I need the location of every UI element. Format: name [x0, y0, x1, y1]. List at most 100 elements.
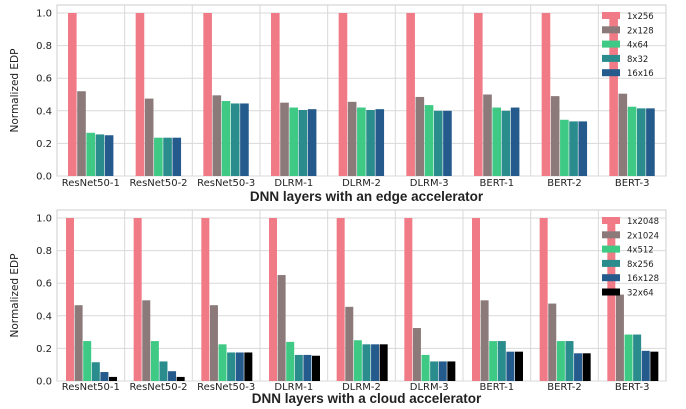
bar-resnet50-1-16x128 — [100, 372, 109, 381]
bar-resnet50-1-16x16 — [104, 135, 114, 176]
bar-bert-1-1x256 — [474, 13, 483, 176]
legend-label: 2x128 — [627, 26, 654, 36]
y-axis-label: Normalized EDP — [9, 49, 21, 133]
bar-bert-3-2x1024 — [615, 294, 624, 381]
bar-resnet50-3-1x256 — [203, 13, 212, 176]
x-tick-label: ResNet50-2 — [129, 382, 187, 393]
bar-bert-1-16x128 — [506, 351, 515, 381]
bar-dlrm-3-8x256 — [430, 361, 439, 381]
bar-dlrm-3-16x16 — [443, 110, 452, 176]
bar-dlrm-3-32x64 — [447, 361, 456, 381]
legend-swatch — [602, 259, 620, 267]
x-tick-label: ResNet50-3 — [197, 382, 255, 393]
bar-resnet50-2-1x2048 — [133, 218, 142, 381]
bar-bert-3-8x256 — [633, 334, 642, 381]
bar-dlrm-2-32x64 — [379, 344, 388, 381]
bar-resnet50-3-1x2048 — [201, 218, 210, 381]
bar-dlrm-3-2x128 — [415, 96, 425, 176]
bar-resnet50-1-2x1024 — [74, 305, 83, 381]
y-tick-label: 0.0 — [36, 172, 52, 183]
bar-resnet50-3-4x64 — [221, 101, 231, 176]
bar-bert-3-1x2048 — [607, 218, 616, 381]
x-tick-label: ResNet50-1 — [62, 178, 120, 189]
legend-label: 4x512 — [627, 246, 654, 256]
bar-resnet50-1-4x512 — [83, 341, 92, 381]
legend-swatch — [602, 26, 620, 34]
x-tick-label: DLRM-2 — [342, 382, 381, 393]
bar-bert-1-8x256 — [497, 341, 506, 381]
bar-dlrm-1-16x16 — [307, 109, 317, 176]
bar-bert-2-2x1024 — [548, 303, 557, 381]
bar-resnet50-3-8x32 — [230, 103, 240, 176]
bar-resnet50-2-4x512 — [150, 341, 159, 381]
legend: 1x2048 2x1024 4x512 8x256 16x128 32x64 — [602, 217, 659, 299]
bar-dlrm-2-8x256 — [362, 344, 371, 381]
bar-dlrm-1-2x1024 — [277, 275, 286, 381]
x-tick-label: ResNet50-3 — [197, 178, 255, 189]
bar-bert-1-8x32 — [501, 110, 511, 176]
bar-resnet50-2-1x256 — [135, 13, 145, 176]
bar-resnet50-2-8x32 — [163, 137, 172, 176]
bar-bert-2-8x256 — [565, 341, 574, 381]
bar-resnet50-1-8x32 — [95, 134, 105, 176]
bar-dlrm-2-4x64 — [357, 107, 366, 176]
y-tick-label: 0.6 — [36, 279, 52, 290]
bar-dlrm-1-8x256 — [294, 354, 303, 381]
bar-resnet50-2-4x64 — [154, 137, 163, 176]
y-tick-label: 0.6 — [36, 74, 52, 85]
x-tick-label: DLRM-1 — [274, 382, 313, 393]
x-axis-title: DNN layers with an edge accelerator — [250, 189, 484, 204]
bar-resnet50-2-2x128 — [144, 98, 154, 176]
legend-swatch — [602, 231, 620, 239]
bar-resnet50-3-16x16 — [240, 103, 249, 176]
legend-swatch — [602, 12, 620, 19]
bar-resnet50-3-8x256 — [227, 352, 236, 381]
bar-dlrm-1-2x128 — [280, 102, 289, 176]
legend-label: 1x256 — [627, 12, 654, 22]
bar-dlrm-3-1x256 — [406, 13, 415, 176]
legend-swatch — [602, 274, 620, 282]
bar-bert-2-16x128 — [574, 353, 583, 381]
x-tick-label: DLRM-1 — [274, 178, 313, 189]
legend-label: 16x128 — [627, 274, 659, 284]
bar-bert-2-2x128 — [550, 96, 560, 176]
bar-dlrm-1-1x2048 — [269, 218, 277, 381]
bar-resnet50-3-2x1024 — [209, 305, 218, 381]
bar-dlrm-3-2x1024 — [412, 328, 421, 381]
bar-bert-3-16x128 — [641, 350, 650, 381]
bar-resnet50-3-4x512 — [218, 344, 227, 381]
bar-dlrm-1-4x512 — [286, 341, 295, 381]
bar-bert-3-16x16 — [646, 108, 655, 176]
bar-bert-3-8x32 — [636, 108, 646, 176]
bar-bert-2-4x512 — [556, 341, 565, 381]
bar-resnet50-3-32x64 — [244, 352, 253, 381]
legend-swatch — [602, 40, 620, 48]
bar-dlrm-1-32x64 — [312, 355, 320, 381]
x-tick-label: BERT-1 — [480, 382, 515, 393]
bar-resnet50-1-1x256 — [68, 13, 77, 176]
bar-resnet50-1-4x64 — [86, 132, 95, 176]
legend-swatch — [602, 54, 620, 62]
bar-dlrm-1-16x128 — [303, 354, 312, 381]
y-tick-label: 0.8 — [36, 41, 52, 52]
bar-resnet50-1-32x64 — [109, 376, 117, 381]
legend: 1x256 2x128 4x64 8x32 16x16 — [602, 12, 654, 79]
bar-bert-3-4x64 — [627, 106, 637, 176]
bar-dlrm-3-16x128 — [438, 361, 447, 381]
legend-label: 8x32 — [627, 55, 648, 65]
bar-bert-3-4x512 — [624, 334, 633, 381]
y-tick-label: 0.2 — [36, 344, 52, 355]
bar-resnet50-1-8x256 — [91, 362, 100, 381]
y-tick-label: 0.4 — [36, 311, 52, 322]
legend-label: 1x2048 — [627, 217, 659, 227]
legend-swatch — [602, 245, 620, 253]
bar-dlrm-2-4x512 — [353, 340, 362, 381]
legend-swatch — [602, 288, 620, 296]
bar-resnet50-2-32x64 — [176, 376, 185, 381]
x-tick-label: BERT-1 — [480, 178, 515, 189]
bar-bert-2-1x2048 — [539, 218, 548, 381]
bar-bert-2-16x16 — [578, 121, 588, 176]
chart-cloud: 0.0 0.2 0.4 0.6 0.8 1.0 ResNet50-1 ResNet50-2 Re… — [9, 209, 667, 406]
bar-resnet50-3-2x128 — [212, 95, 222, 176]
bar-bert-3-32x64 — [650, 351, 659, 381]
